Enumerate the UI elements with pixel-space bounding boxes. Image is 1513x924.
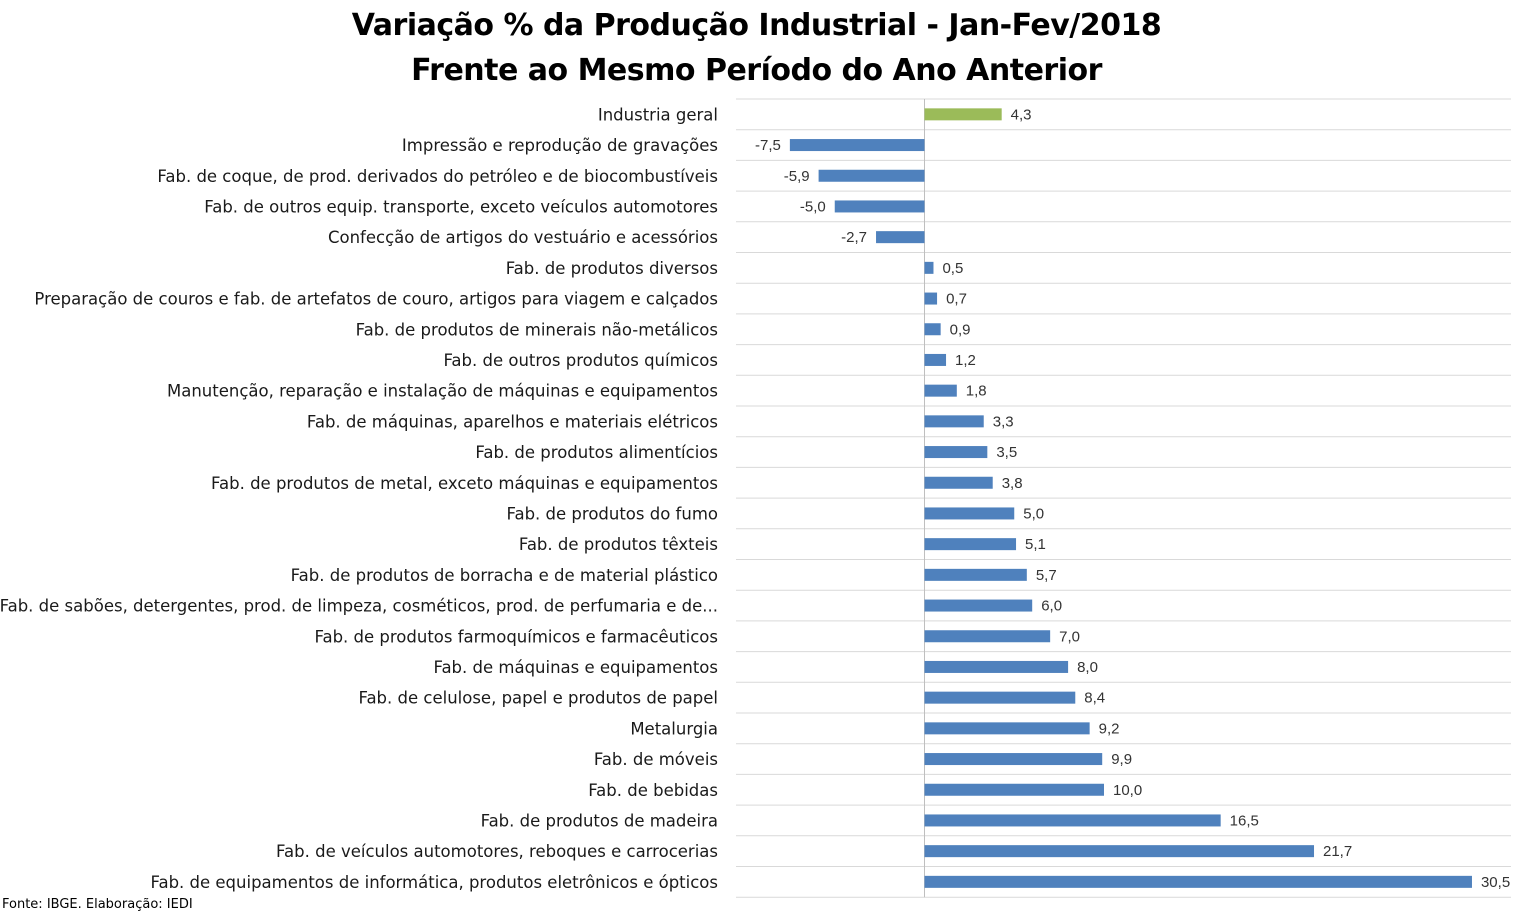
data-label: 0,9 xyxy=(950,321,971,338)
data-label: 5,1 xyxy=(1025,536,1046,553)
bar xyxy=(834,200,925,213)
category-label: Fab. de equipamentos de informática, pro… xyxy=(150,873,718,892)
data-label: 0,7 xyxy=(946,291,967,308)
data-label: 3,5 xyxy=(996,444,1017,461)
bar xyxy=(924,845,1315,858)
category-label: Fab. de produtos do fumo xyxy=(507,504,719,523)
bar xyxy=(924,323,941,336)
data-label: 6,0 xyxy=(1041,598,1062,615)
data-label: 9,2 xyxy=(1099,720,1120,737)
data-label: 7,0 xyxy=(1059,628,1080,645)
data-label: 5,7 xyxy=(1036,567,1057,584)
category-label: Metalurgia xyxy=(630,719,718,738)
category-label: Fab. de veículos automotores, reboques e… xyxy=(276,842,718,861)
bar xyxy=(924,814,1221,827)
bar xyxy=(924,476,993,489)
data-label: 16,5 xyxy=(1230,812,1259,829)
data-label: -2,7 xyxy=(841,229,867,246)
data-label: -5,0 xyxy=(800,198,826,215)
bar xyxy=(789,139,925,152)
category-label: Fab. de máquinas e equipamentos xyxy=(433,658,718,677)
category-label: Fab. de máquinas, aparelhos e materiais … xyxy=(307,412,718,431)
data-label: 8,4 xyxy=(1084,690,1105,707)
source-note: Fonte: IBGE. Elaboração: IEDI xyxy=(2,897,193,912)
category-label: Fab. de outros equip. transporte, exceto… xyxy=(204,197,718,216)
category-label: Fab. de produtos de madeira xyxy=(481,811,718,830)
category-label: Fab. de produtos de borracha e de materi… xyxy=(291,566,718,585)
category-label: Fab. de produtos diversos xyxy=(506,259,718,278)
category-label: Fab. de sabões, detergentes, prod. de li… xyxy=(0,597,718,616)
data-label: 4,3 xyxy=(1011,106,1032,123)
category-label: Fab. de produtos de metal, exceto máquin… xyxy=(211,474,718,493)
category-label: Fab. de móveis xyxy=(594,750,718,769)
bar xyxy=(924,507,1015,520)
data-label: 10,0 xyxy=(1113,782,1142,799)
category-label: Fab. de produtos têxteis xyxy=(519,535,718,554)
category-label: Fab. de celulose, papel e produtos de pa… xyxy=(358,689,718,708)
category-label: Fab. de coque, de prod. derivados do pet… xyxy=(157,167,718,186)
bar xyxy=(924,538,1017,551)
bar xyxy=(924,599,1033,612)
data-label: 3,8 xyxy=(1002,475,1023,492)
data-label: 30,5 xyxy=(1481,874,1510,891)
category-label: Fab. de produtos de minerais não-metálic… xyxy=(356,320,718,339)
bar xyxy=(924,415,984,428)
category-label: Fab. de produtos alimentícios xyxy=(475,443,718,462)
data-label: 8,0 xyxy=(1077,659,1098,676)
bar xyxy=(924,691,1076,704)
data-label: 1,2 xyxy=(955,352,976,369)
bar xyxy=(924,384,957,397)
bar xyxy=(876,231,925,244)
bar xyxy=(924,108,1002,121)
data-label: 0,5 xyxy=(942,260,963,277)
bar xyxy=(924,568,1027,581)
bar xyxy=(924,722,1090,735)
category-label: Confecção de artigos do vestuário e aces… xyxy=(328,228,718,247)
chart-subtitle: Frente ao Mesmo Período do Ano Anterior xyxy=(411,53,1102,88)
chart-title: Variação % da Produção Industrial - Jan-… xyxy=(351,8,1162,43)
category-label: Fab. de outros produtos químicos xyxy=(443,351,718,370)
bar xyxy=(924,292,938,305)
data-label: 21,7 xyxy=(1323,843,1352,860)
bar xyxy=(924,353,947,366)
bar xyxy=(924,446,988,459)
category-label: Fab. de bebidas xyxy=(588,781,718,800)
bar xyxy=(924,783,1104,796)
data-label: -7,5 xyxy=(755,137,781,154)
data-label: 1,8 xyxy=(966,383,987,400)
category-label: Preparação de couros e fab. de artefatos… xyxy=(34,290,718,309)
data-label: -5,9 xyxy=(784,168,810,185)
category-label: Manutenção, reparação e instalação de má… xyxy=(167,382,718,401)
bar xyxy=(924,261,934,274)
bar xyxy=(924,630,1051,643)
bar xyxy=(818,169,925,182)
data-label: 5,0 xyxy=(1023,505,1044,522)
category-label: Fab. de produtos farmoquímicos e farmacê… xyxy=(314,627,718,646)
data-label: 3,3 xyxy=(993,413,1014,430)
bar xyxy=(924,875,1472,888)
bar xyxy=(924,660,1069,673)
data-label: 9,9 xyxy=(1111,751,1132,768)
bar xyxy=(924,753,1103,766)
category-label: Impressão e reprodução de gravações xyxy=(402,136,718,155)
category-label: Industria geral xyxy=(598,105,718,124)
